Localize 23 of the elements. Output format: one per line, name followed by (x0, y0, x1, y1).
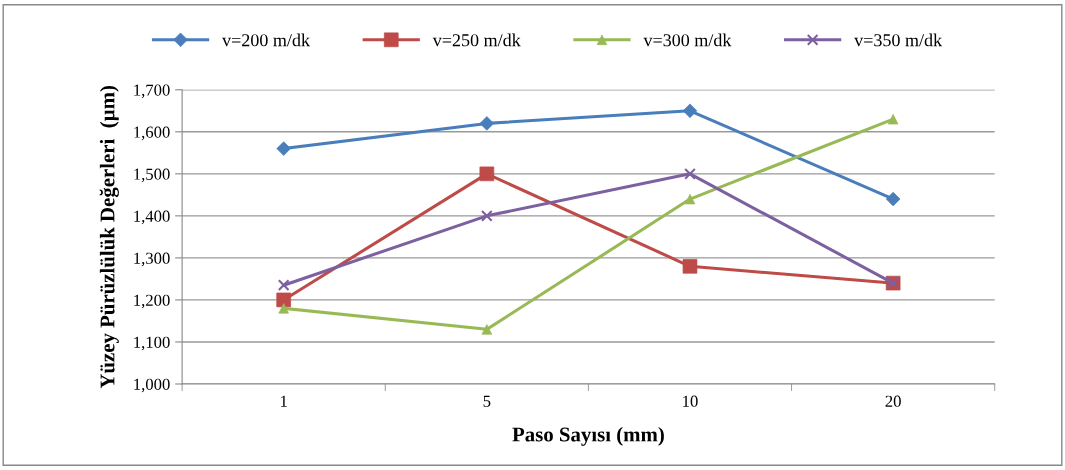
y-tick-label: 1,000 (134, 378, 170, 393)
x-tick-label: 20 (885, 395, 901, 407)
x-tick-label: 10 (683, 395, 698, 407)
legend-label: v=200 m/dk (222, 33, 310, 47)
y-tick-label: 1,100 (134, 336, 170, 351)
point (277, 279, 290, 292)
point (682, 103, 698, 119)
y-tick-label: 1,300 (134, 252, 170, 267)
legend-label: v=250 m/dk (432, 33, 521, 47)
legend-label: v=350 m/dk (854, 33, 943, 47)
y-tick-label: 1,700 (134, 84, 170, 99)
point (684, 167, 696, 180)
y-axis-title: Yüzey Pürüzlülük Değerleri (µm) (99, 85, 119, 389)
x-tick-label: 5 (483, 395, 491, 407)
y-tick-label: 1,400 (134, 210, 170, 225)
x-tick-label: 1 (280, 395, 287, 407)
legend-label: v=300 m/dk (643, 33, 732, 47)
y-tick-label: 1,500 (134, 168, 170, 183)
point (480, 209, 493, 222)
point (479, 166, 495, 182)
y-tick-label: 1,200 (134, 294, 170, 309)
x-axis-title: Paso Sayısı (mm) (512, 426, 664, 446)
y-tick-label: 1,600 (134, 126, 170, 141)
